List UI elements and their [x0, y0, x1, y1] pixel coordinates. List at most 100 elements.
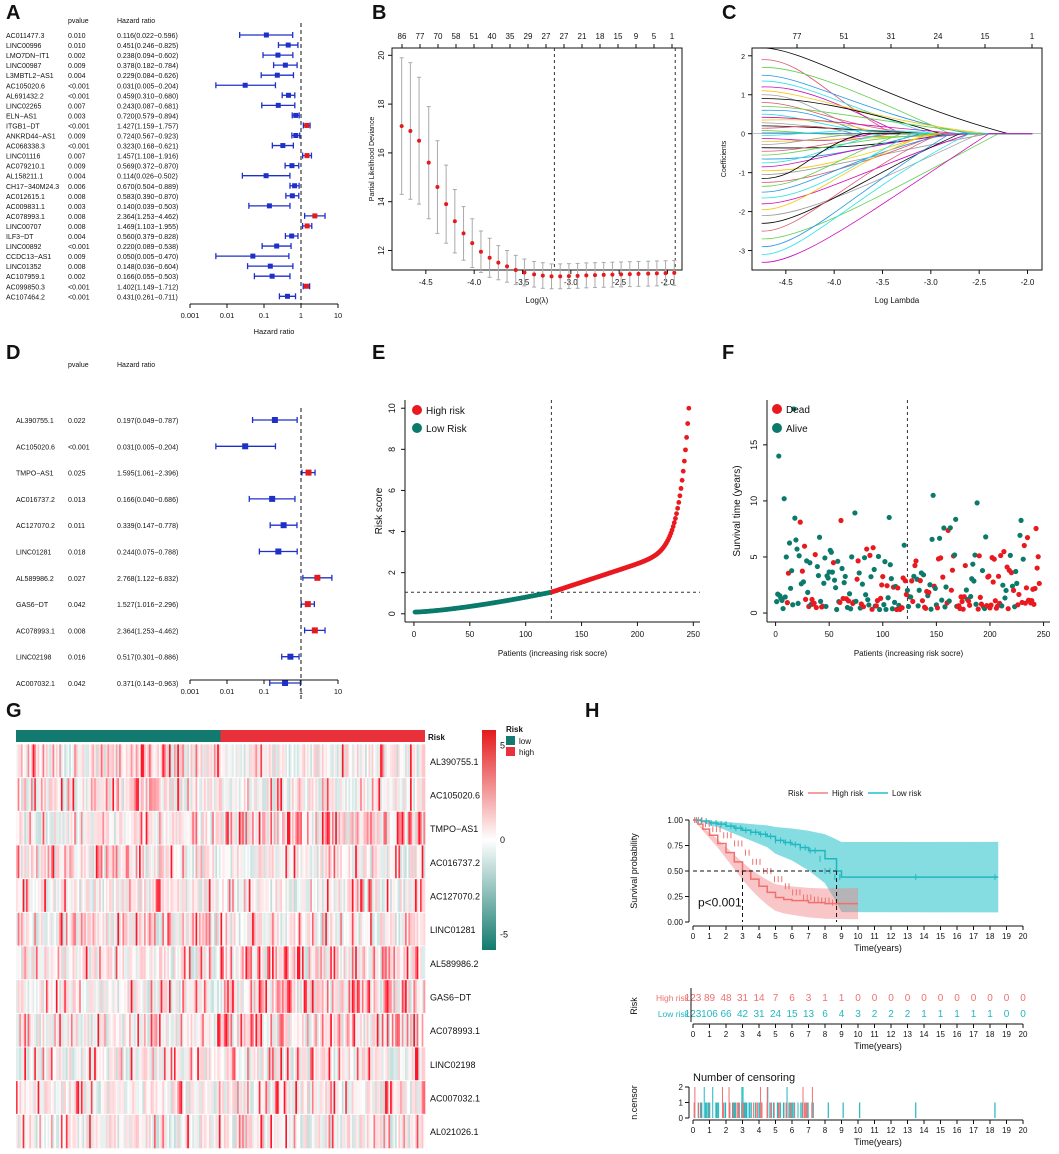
heat-cell	[380, 1013, 383, 1048]
gene-label: ANKRD44−AS1	[6, 134, 56, 141]
heat-cell	[87, 845, 90, 879]
coefficient-path	[761, 133, 1033, 205]
heat-cell	[388, 946, 391, 980]
heat-cell	[178, 979, 181, 1014]
risk-count: 0	[855, 993, 861, 1004]
heat-cell	[129, 946, 132, 980]
heat-cell	[180, 1114, 183, 1149]
heat-cell	[328, 912, 331, 947]
heat-cell	[220, 1114, 223, 1149]
x-tick-label: 1	[299, 311, 303, 320]
heat-cell	[212, 1080, 215, 1115]
heat-cell	[102, 1114, 105, 1149]
heat-cell	[227, 811, 230, 846]
heat-cell	[413, 777, 416, 812]
heat-cell	[67, 912, 70, 947]
heat-cell	[250, 979, 253, 1014]
x-tick-label: 13	[903, 932, 912, 941]
heat-cell	[59, 744, 62, 778]
heat-cell	[29, 777, 32, 812]
y-tick-label: 0	[749, 611, 759, 616]
heat-cell	[130, 744, 133, 778]
heat-cell	[403, 946, 406, 980]
heat-cell	[158, 878, 161, 913]
heat-cell	[168, 912, 171, 947]
heat-cell	[175, 845, 178, 879]
patient-point	[1032, 585, 1038, 592]
pvalue-text: 0.013	[68, 497, 86, 504]
hr-text: 0.148(0.036−0.604)	[117, 264, 178, 271]
heat-cell	[340, 1080, 343, 1115]
heat-cell	[210, 912, 213, 947]
heat-cell	[423, 777, 426, 812]
heat-cell	[280, 1080, 283, 1115]
heat-cell	[328, 979, 331, 1014]
y-tick-label: 0.75	[667, 842, 683, 851]
heat-cell	[301, 946, 304, 980]
heat-cell	[34, 744, 37, 778]
patient-point	[845, 598, 852, 604]
heat-cell	[303, 811, 306, 846]
heat-cell	[406, 777, 409, 812]
heat-cell	[65, 811, 68, 846]
heat-cell	[60, 1013, 63, 1048]
heat-cell	[228, 878, 231, 913]
heat-cell	[386, 1047, 389, 1081]
heat-cell	[213, 1114, 216, 1149]
heat-cell	[115, 1080, 118, 1115]
heat-cell	[114, 979, 117, 1014]
heat-cell	[308, 1114, 311, 1149]
heat-cell	[270, 777, 273, 812]
heat-cell	[74, 1047, 77, 1081]
heat-cell	[326, 878, 329, 913]
heat-cell	[89, 878, 92, 913]
censor-y-tick-label: 0	[679, 1114, 684, 1123]
patient-point	[879, 582, 885, 588]
heat-cell	[315, 1047, 318, 1081]
heat-cell	[59, 979, 62, 1014]
heat-cell	[175, 777, 178, 812]
hr-text: 0.451(0.246−0.825)	[117, 43, 178, 50]
heat-cell	[47, 878, 50, 913]
heat-cell	[173, 912, 176, 947]
heat-cell	[20, 1013, 23, 1048]
heat-cell	[335, 1080, 338, 1115]
patient-point	[852, 510, 858, 516]
heat-cell	[325, 1047, 328, 1081]
patient-point	[828, 549, 834, 555]
heat-cell	[232, 845, 235, 879]
heat-cell	[280, 1013, 283, 1048]
heat-cell	[129, 979, 132, 1014]
heat-cell	[228, 1047, 231, 1081]
heat-cell	[69, 777, 72, 812]
heat-cell	[119, 1080, 122, 1115]
heat-cell	[168, 845, 171, 879]
heat-cell	[198, 1047, 201, 1081]
heat-cell	[223, 1047, 226, 1081]
heat-cell	[119, 1114, 122, 1149]
heat-cell	[405, 845, 408, 879]
heat-cell	[311, 878, 314, 913]
coefficient-path	[761, 133, 1033, 179]
heat-cell	[215, 744, 218, 778]
heat-cell	[117, 1047, 120, 1081]
heat-cell	[242, 1047, 245, 1081]
heat-cell	[212, 946, 215, 980]
heat-cell	[55, 1013, 58, 1048]
heat-cell	[105, 1047, 108, 1081]
patient-point	[821, 580, 827, 586]
heat-cell	[20, 845, 23, 879]
heat-cell	[114, 946, 117, 980]
heat-cell	[104, 979, 107, 1014]
heat-cell	[420, 912, 422, 947]
heat-cell	[198, 777, 201, 812]
heat-cell	[80, 946, 83, 980]
heat-cell	[144, 979, 146, 1014]
heat-cell	[328, 1013, 331, 1048]
deviance-point	[610, 272, 615, 277]
heat-cell	[202, 744, 205, 778]
heat-cell	[207, 1013, 210, 1048]
heat-cell	[177, 1013, 180, 1048]
patient-point	[887, 562, 893, 568]
